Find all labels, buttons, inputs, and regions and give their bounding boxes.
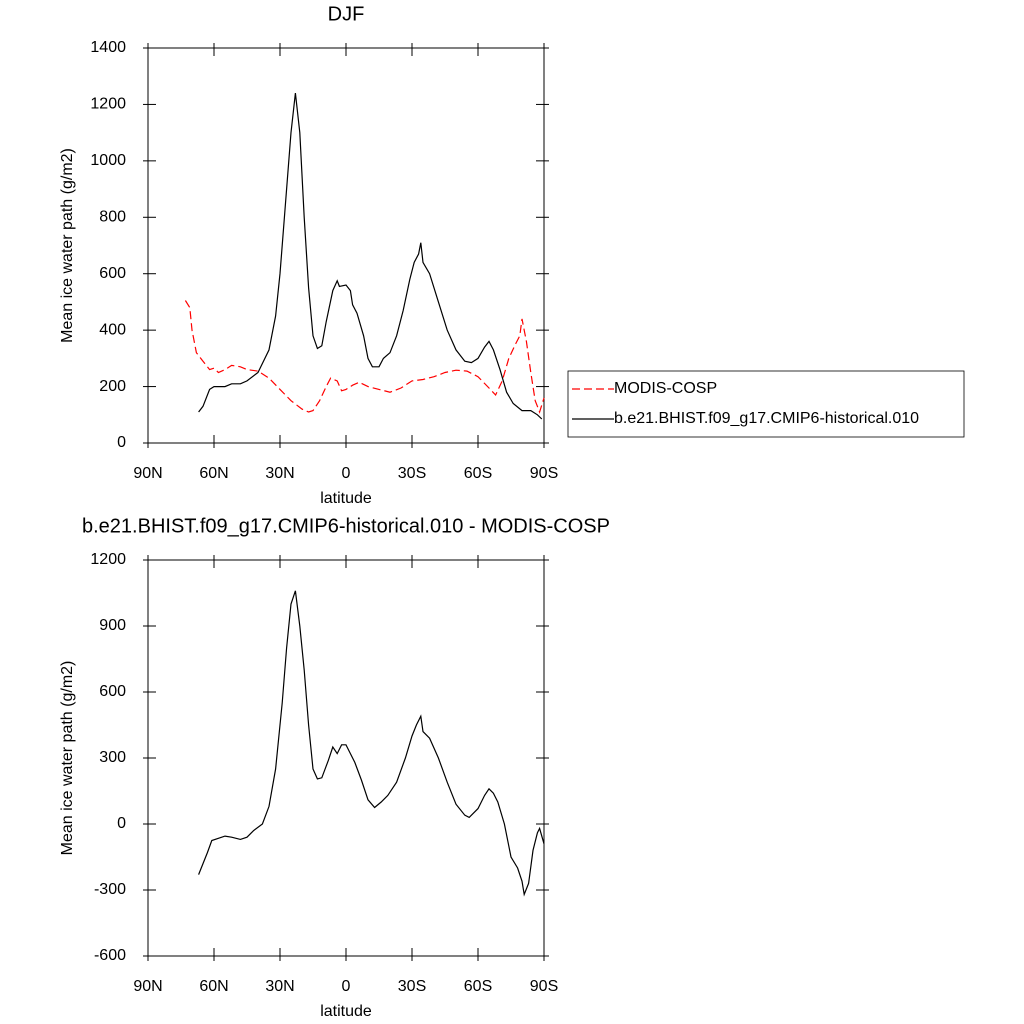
data-line (198, 590, 545, 897)
y-tick-label: 600 (99, 683, 126, 700)
legend-label: b.e21.BHIST.f09_g17.CMIP6-historical.010 (614, 410, 919, 427)
y-axis-label: Mean ice water path (g/m2) (59, 148, 76, 343)
x-axis-label: latitude (320, 490, 372, 507)
legend-label: MODIS-COSP (614, 380, 717, 397)
x-tick-label: 60S (464, 465, 492, 482)
x-tick-label: 90N (133, 465, 162, 482)
x-tick-label: 30S (398, 465, 426, 482)
chart-title: b.e21.BHIST.f09_g17.CMIP6-historical.010… (82, 515, 610, 537)
legend-box (567, 370, 965, 438)
y-tick-label: 1200 (90, 96, 126, 113)
x-tick-label: 0 (342, 978, 351, 995)
x-tick-label: 60S (464, 978, 492, 995)
x-tick-label: 30N (265, 465, 294, 482)
x-tick-label: 60N (199, 978, 228, 995)
y-tick-label: 300 (99, 749, 126, 766)
chart-title: DJF (328, 3, 365, 25)
y-tick-label: -600 (94, 947, 126, 964)
data-line (184, 300, 545, 414)
y-tick-label: 0 (117, 434, 126, 451)
y-tick-label: 900 (99, 617, 126, 634)
x-tick-label: 90N (133, 978, 162, 995)
y-tick-label: -300 (94, 881, 126, 898)
plot-frame (147, 559, 545, 957)
y-tick-label: 400 (99, 321, 126, 338)
x-axis-label: latitude (320, 1003, 372, 1020)
y-tick-label: 600 (99, 265, 126, 282)
data-line (198, 93, 543, 420)
y-tick-label: 1000 (90, 152, 126, 169)
x-tick-label: 30N (265, 978, 294, 995)
y-tick-label: 200 (99, 378, 126, 395)
y-tick-label: 1200 (90, 551, 126, 568)
x-tick-label: 60N (199, 465, 228, 482)
y-tick-label: 800 (99, 209, 126, 226)
y-axis-label: Mean ice water path (g/m2) (59, 661, 76, 856)
x-tick-label: 30S (398, 978, 426, 995)
x-tick-label: 0 (342, 465, 351, 482)
y-tick-label: 1400 (90, 39, 126, 56)
y-tick-label: 0 (117, 815, 126, 832)
x-tick-label: 90S (530, 465, 558, 482)
x-tick-label: 90S (530, 978, 558, 995)
